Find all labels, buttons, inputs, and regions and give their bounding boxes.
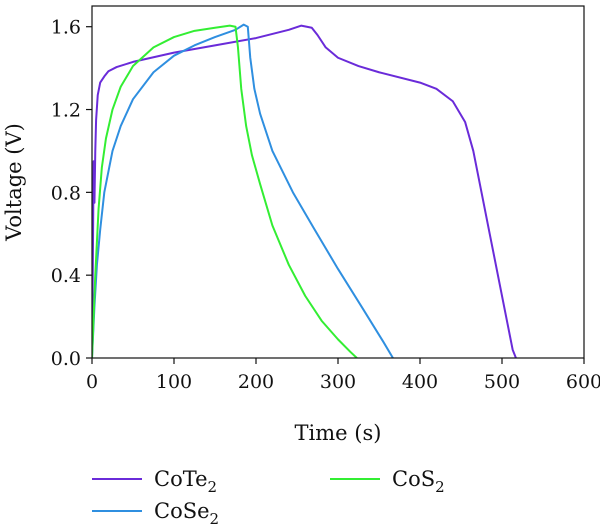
x-tick-label: 100 xyxy=(156,371,192,393)
y-tick-label: 0.0 xyxy=(51,348,81,370)
legend-label-0: CoTe2 xyxy=(154,467,217,496)
y-tick-label: 1.2 xyxy=(51,100,81,122)
x-tick-label: 600 xyxy=(566,371,600,393)
x-tick-label: 200 xyxy=(238,371,274,393)
legend-label-1: CoSe2 xyxy=(154,499,219,528)
x-tick-label: 500 xyxy=(484,371,520,393)
y-tick-label: 1.6 xyxy=(51,17,81,39)
x-tick-label: 0 xyxy=(86,371,98,393)
series-line-1 xyxy=(92,23,394,358)
y-tick-label: 0.4 xyxy=(51,265,81,287)
y-axis-title: Voltage (V) xyxy=(2,123,26,242)
x-tick-label: 400 xyxy=(402,371,438,393)
series-line-0 xyxy=(92,24,517,358)
legend: CoTe2 CoSe2 CoS2 xyxy=(92,467,445,528)
legend-label-2: CoS2 xyxy=(392,467,445,496)
series-layer xyxy=(92,23,517,358)
x-axis-title: Time (s) xyxy=(295,421,382,445)
series-line-2 xyxy=(92,24,358,358)
x-tick-label: 300 xyxy=(320,371,356,393)
ticks-layer: 0 100 200 300 400 500 600 0.0 0.4 0.8 1.2 1.6 xyxy=(51,17,600,393)
y-tick-label: 0.8 xyxy=(51,182,81,204)
